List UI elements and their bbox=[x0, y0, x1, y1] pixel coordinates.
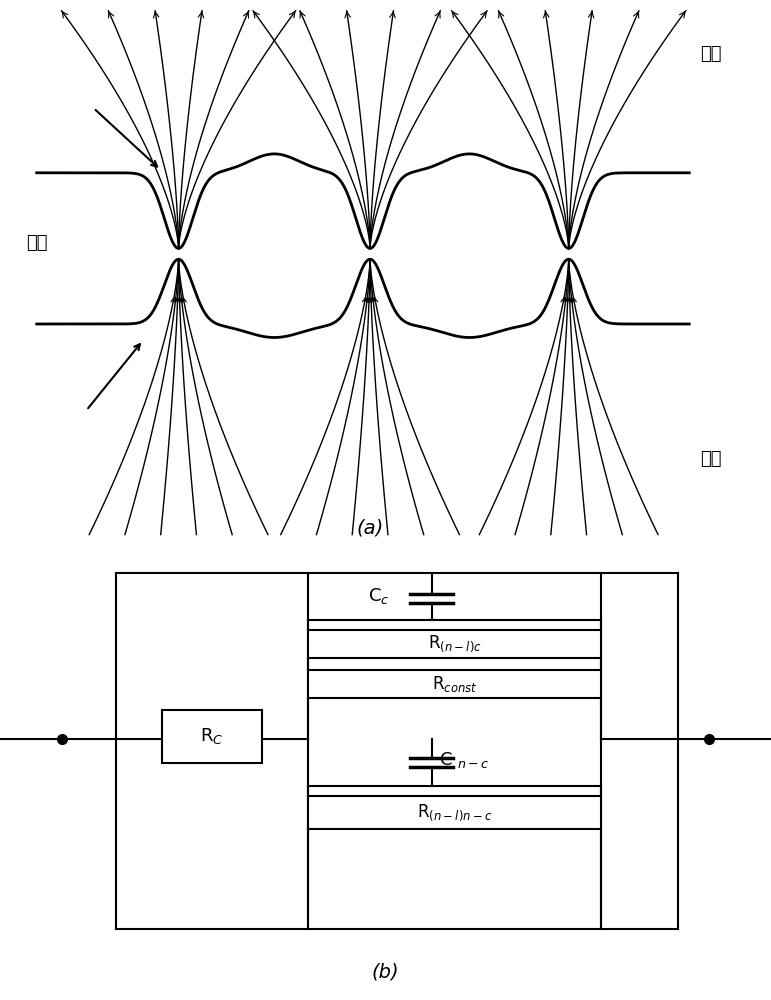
Text: R$_{const}$: R$_{const}$ bbox=[432, 674, 478, 694]
Text: 金属: 金属 bbox=[700, 45, 722, 63]
Text: R$_{C}$: R$_{C}$ bbox=[200, 726, 224, 746]
Text: (a): (a) bbox=[356, 518, 384, 537]
Text: 金属: 金属 bbox=[700, 450, 722, 468]
Bar bbox=[308, 796, 601, 829]
Bar bbox=[162, 710, 262, 762]
Text: C $_{n-c}$: C $_{n-c}$ bbox=[439, 750, 490, 770]
Bar bbox=[308, 630, 601, 658]
Text: (b): (b) bbox=[372, 962, 399, 981]
Text: R$_{(n-l)n-c}$: R$_{(n-l)n-c}$ bbox=[417, 802, 493, 823]
Text: R$_{(n-l)c}$: R$_{(n-l)c}$ bbox=[428, 633, 482, 654]
Text: C$_{c}$: C$_{c}$ bbox=[368, 586, 389, 606]
Text: 电流: 电流 bbox=[26, 234, 48, 252]
Bar bbox=[308, 670, 601, 698]
